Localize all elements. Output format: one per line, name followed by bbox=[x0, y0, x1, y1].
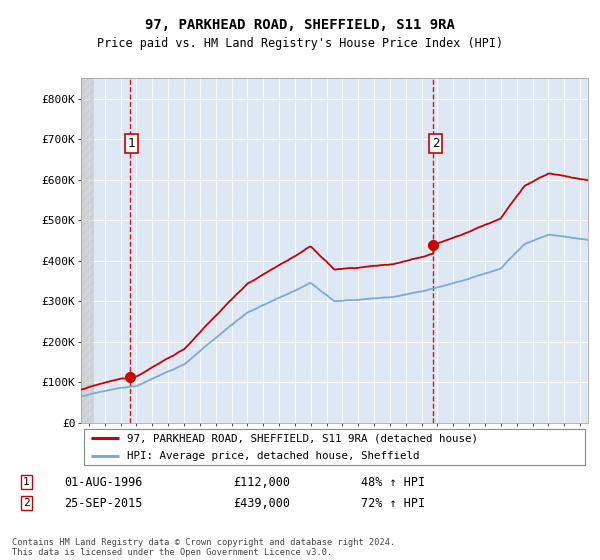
Text: Price paid vs. HM Land Registry's House Price Index (HPI): Price paid vs. HM Land Registry's House … bbox=[97, 37, 503, 50]
Text: £439,000: £439,000 bbox=[233, 497, 290, 510]
FancyBboxPatch shape bbox=[83, 429, 586, 465]
Text: 2: 2 bbox=[432, 137, 439, 150]
Text: 72% ↑ HPI: 72% ↑ HPI bbox=[361, 497, 425, 510]
Text: 01-AUG-1996: 01-AUG-1996 bbox=[64, 475, 143, 489]
Text: 97, PARKHEAD ROAD, SHEFFIELD, S11 9RA: 97, PARKHEAD ROAD, SHEFFIELD, S11 9RA bbox=[145, 18, 455, 32]
Text: Contains HM Land Registry data © Crown copyright and database right 2024.
This d: Contains HM Land Registry data © Crown c… bbox=[12, 538, 395, 557]
Text: £112,000: £112,000 bbox=[233, 475, 290, 489]
Text: HPI: Average price, detached house, Sheffield: HPI: Average price, detached house, Shef… bbox=[127, 451, 419, 461]
Text: 1: 1 bbox=[23, 477, 30, 487]
Text: 2: 2 bbox=[23, 498, 30, 508]
Text: 48% ↑ HPI: 48% ↑ HPI bbox=[361, 475, 425, 489]
Text: 1: 1 bbox=[128, 137, 135, 150]
Polygon shape bbox=[81, 78, 94, 423]
Text: 25-SEP-2015: 25-SEP-2015 bbox=[64, 497, 143, 510]
Text: 97, PARKHEAD ROAD, SHEFFIELD, S11 9RA (detached house): 97, PARKHEAD ROAD, SHEFFIELD, S11 9RA (d… bbox=[127, 433, 478, 443]
